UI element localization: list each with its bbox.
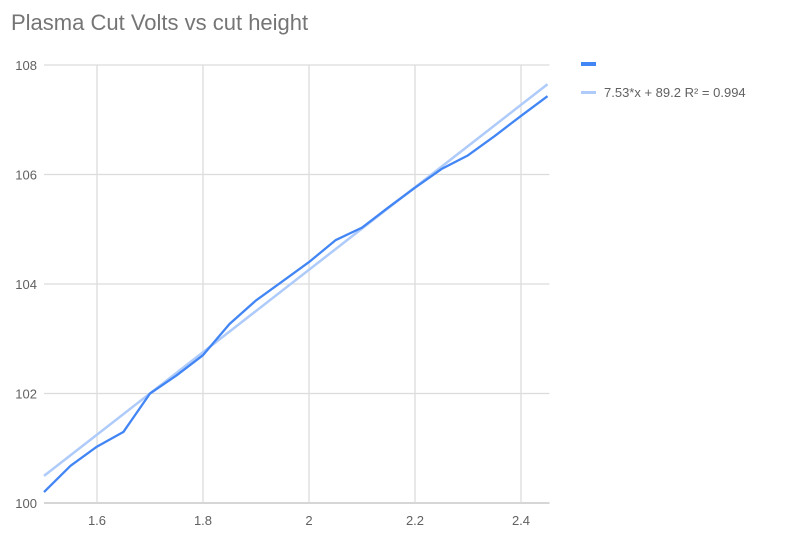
y-tick-label: 108 bbox=[15, 58, 37, 73]
x-tick-label: 1.8 bbox=[194, 513, 212, 528]
trendline bbox=[43, 83, 549, 477]
x-tick-label: 2.2 bbox=[406, 513, 424, 528]
legend-label-trendline: 7.53*x + 89.2 R² = 0.994 bbox=[604, 85, 746, 100]
y-tick-label: 102 bbox=[15, 387, 37, 402]
y-tick-label: 100 bbox=[15, 496, 37, 511]
legend: 7.53*x + 89.2 R² = 0.994 bbox=[581, 62, 746, 100]
y-tick-label: 106 bbox=[15, 168, 37, 183]
y-tick-label: 104 bbox=[15, 277, 37, 292]
grid bbox=[44, 64, 550, 504]
legend-swatch-series bbox=[581, 62, 596, 66]
x-tick-label: 1.6 bbox=[88, 513, 106, 528]
x-tick-label: 2.4 bbox=[512, 513, 530, 528]
chart-title: Plasma Cut Volts vs cut height bbox=[11, 10, 309, 35]
legend-swatch-trendline bbox=[581, 91, 596, 94]
series-layer bbox=[43, 83, 549, 493]
series-line bbox=[43, 95, 549, 493]
tick-labels: 100 102 104 106 108 1.6 1.8 2 2.2 2.4 bbox=[15, 58, 530, 528]
x-tick-label: 2 bbox=[305, 513, 312, 528]
